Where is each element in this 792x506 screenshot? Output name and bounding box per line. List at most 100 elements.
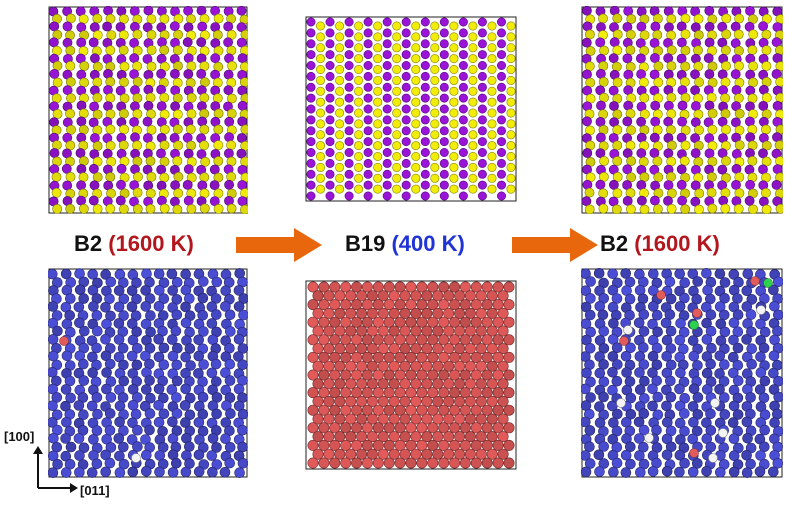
atom-red [459, 387, 471, 399]
atom-blue [193, 466, 205, 477]
atom-red [351, 439, 363, 451]
atom-purple [704, 148, 715, 159]
atom-red [318, 334, 330, 346]
atom-blue [647, 466, 659, 477]
atom-yellow [354, 64, 364, 74]
atom-yellow [373, 162, 383, 172]
atom-red [345, 290, 357, 302]
atom-purple [170, 69, 180, 79]
atom-blue [746, 343, 757, 354]
atom-red [323, 343, 335, 355]
atom-red [312, 325, 324, 337]
atom-purple [182, 179, 193, 190]
atom-yellow [487, 152, 497, 162]
atom-yellow [611, 204, 622, 214]
atom-red [405, 404, 417, 416]
atom-purple [170, 101, 180, 112]
atom-yellow [335, 64, 345, 74]
atom-yellow [761, 92, 772, 103]
atom-yellow [392, 97, 402, 107]
atom-blue [158, 359, 170, 370]
atom-blue [167, 285, 178, 296]
atom-purple [382, 169, 392, 179]
atom-purple [458, 126, 468, 136]
atom-purple [325, 137, 335, 147]
atom-blue [78, 442, 90, 454]
atom-red [492, 457, 504, 469]
atom-red [464, 378, 476, 390]
atom-yellow [638, 156, 649, 167]
atom-purple [439, 137, 449, 147]
atom-red [399, 448, 411, 460]
atom-purple [401, 126, 411, 136]
atom-blue [180, 301, 191, 313]
atom-red [388, 290, 400, 302]
atom-purple [704, 6, 715, 16]
atom-yellow [392, 64, 402, 74]
atom-yellow [373, 141, 383, 151]
atom-red [427, 299, 439, 311]
atom-yellow [487, 184, 497, 194]
atom-yellow [146, 29, 157, 40]
atom-blue [585, 392, 596, 403]
atom-red [383, 299, 395, 311]
atom-blue [104, 408, 116, 419]
atom-blue [48, 268, 58, 280]
atom-blue [87, 367, 99, 378]
temp-b2-initial: (1600 K) [108, 231, 194, 256]
atom-purple [758, 101, 769, 111]
atom-yellow [506, 152, 516, 162]
atom-red [427, 457, 439, 469]
atom-purple [382, 137, 392, 147]
atom-red [351, 404, 363, 416]
atom-blue [741, 450, 752, 461]
atom-purple [439, 17, 449, 27]
atom-red [459, 404, 471, 416]
atom-red [481, 387, 493, 399]
atom-blue [224, 309, 236, 321]
atom-red [312, 290, 324, 302]
atom-blue [625, 458, 636, 470]
atom-red [345, 431, 357, 443]
atom-yellow [680, 140, 691, 151]
atom-yellow [775, 77, 783, 87]
atom-blue [755, 318, 766, 330]
atom-red [394, 351, 406, 363]
atom-red [432, 290, 444, 302]
atom-blue [219, 467, 231, 478]
atom-yellow [506, 21, 516, 31]
atom-yellow [734, 108, 745, 119]
atom-purple [401, 104, 411, 114]
atom-yellow [506, 32, 516, 42]
atom-purple [89, 163, 99, 174]
atom-blue [118, 441, 129, 453]
atom-red [438, 351, 450, 363]
atom-blue [768, 350, 780, 362]
atom-purple [771, 179, 782, 190]
atom-blue [113, 285, 125, 296]
atom-blue [714, 350, 726, 362]
atom-purple [237, 53, 248, 63]
atom-purple [306, 39, 316, 49]
atom-blue [211, 309, 222, 320]
atom-purple [609, 37, 620, 48]
atom-yellow [92, 92, 103, 103]
atom-yellow [761, 204, 772, 214]
atom-purple [344, 82, 354, 92]
atom-red [307, 457, 319, 469]
atom-blue [647, 383, 658, 395]
atom-red [475, 378, 487, 390]
atom-blue [60, 400, 71, 412]
atom-blue [101, 383, 112, 395]
atom-yellow [721, 155, 731, 166]
atom-purple [622, 116, 633, 127]
atom-blue [674, 268, 685, 280]
atom-yellow [65, 171, 76, 182]
atom-red [475, 307, 487, 319]
atom-red [449, 387, 461, 399]
atom-blue [741, 467, 753, 478]
atom-red [503, 439, 515, 451]
atom-purple [420, 93, 430, 103]
atom-purple [363, 71, 373, 81]
atom-purple [439, 191, 449, 201]
